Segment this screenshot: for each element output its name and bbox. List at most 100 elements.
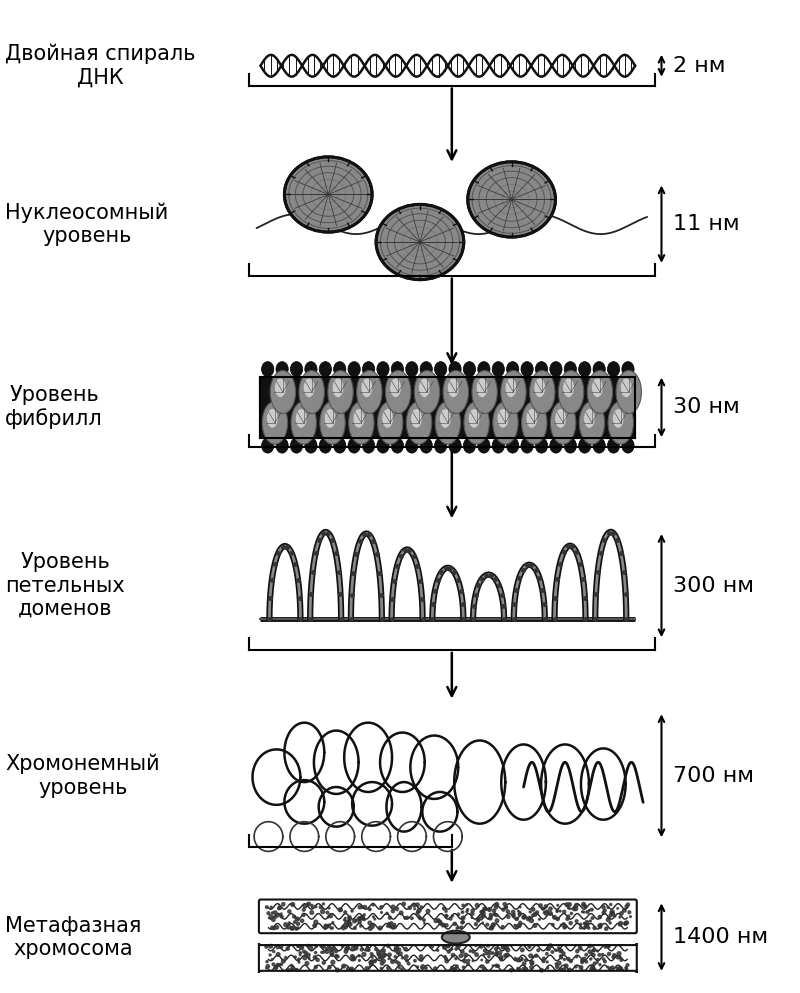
Ellipse shape — [472, 370, 498, 413]
Ellipse shape — [386, 370, 411, 413]
Point — [497, 939, 510, 955]
Point — [346, 961, 358, 977]
Point — [446, 959, 458, 975]
Point — [442, 937, 455, 953]
Point — [576, 904, 589, 920]
Point — [586, 961, 598, 977]
Point — [456, 905, 469, 921]
Point — [612, 961, 625, 977]
Point — [451, 921, 464, 936]
Point — [581, 915, 594, 930]
Point — [317, 938, 330, 954]
Point — [563, 962, 576, 978]
Point — [412, 904, 425, 920]
Point — [266, 951, 278, 967]
Point — [446, 961, 458, 977]
Point — [485, 921, 498, 936]
Point — [446, 947, 459, 963]
Ellipse shape — [622, 361, 634, 376]
Ellipse shape — [593, 361, 606, 376]
Point — [293, 954, 306, 970]
Point — [587, 960, 600, 976]
Point — [374, 950, 386, 966]
Point — [516, 942, 529, 958]
Point — [334, 902, 347, 918]
Ellipse shape — [493, 401, 518, 444]
Point — [472, 913, 485, 928]
Point — [264, 947, 277, 963]
Point — [594, 909, 606, 924]
Point — [298, 902, 310, 918]
Point — [588, 921, 601, 936]
Point — [386, 904, 399, 920]
Point — [308, 919, 321, 934]
Point — [417, 958, 430, 974]
Ellipse shape — [406, 438, 418, 453]
Ellipse shape — [442, 930, 470, 943]
Point — [353, 948, 366, 964]
Point — [366, 949, 379, 965]
Ellipse shape — [616, 370, 642, 413]
Point — [367, 917, 380, 932]
Point — [286, 897, 299, 913]
Point — [305, 940, 318, 956]
Point — [502, 909, 514, 924]
Point — [438, 948, 451, 964]
Ellipse shape — [535, 361, 548, 376]
Point — [270, 960, 282, 976]
Point — [497, 939, 510, 955]
Point — [570, 958, 582, 974]
Ellipse shape — [492, 361, 504, 376]
Point — [537, 953, 550, 969]
Ellipse shape — [449, 438, 461, 453]
Point — [415, 899, 428, 915]
Point — [275, 909, 288, 924]
Point — [586, 911, 599, 926]
Point — [614, 910, 626, 925]
Ellipse shape — [492, 438, 504, 453]
Point — [382, 938, 395, 954]
Ellipse shape — [578, 361, 591, 376]
Point — [346, 948, 358, 964]
Point — [606, 906, 619, 922]
Ellipse shape — [328, 370, 353, 413]
Point — [579, 900, 592, 916]
Point — [342, 916, 355, 931]
Point — [562, 951, 574, 967]
Ellipse shape — [391, 361, 403, 376]
Point — [578, 898, 591, 914]
Point — [532, 942, 545, 958]
Ellipse shape — [348, 438, 360, 453]
Point — [267, 943, 280, 959]
Point — [496, 937, 509, 953]
Point — [310, 938, 322, 954]
Point — [406, 911, 418, 926]
Point — [342, 961, 354, 977]
Point — [486, 920, 498, 935]
Point — [602, 912, 614, 927]
Point — [550, 904, 563, 920]
Point — [542, 941, 555, 957]
Point — [478, 946, 490, 962]
Point — [619, 916, 632, 931]
Point — [357, 911, 370, 926]
Point — [502, 942, 514, 958]
Point — [586, 958, 599, 974]
Point — [446, 941, 458, 957]
Point — [580, 917, 593, 932]
Point — [598, 953, 611, 969]
Ellipse shape — [270, 370, 295, 413]
Point — [457, 959, 470, 975]
Ellipse shape — [464, 401, 490, 444]
Point — [274, 900, 286, 916]
Point — [605, 905, 618, 921]
Ellipse shape — [391, 438, 403, 453]
Ellipse shape — [579, 401, 605, 444]
Point — [408, 901, 421, 917]
Point — [481, 945, 494, 961]
Point — [431, 942, 444, 958]
Point — [591, 954, 604, 970]
Point — [361, 939, 374, 955]
Point — [551, 903, 564, 919]
Point — [609, 909, 622, 924]
